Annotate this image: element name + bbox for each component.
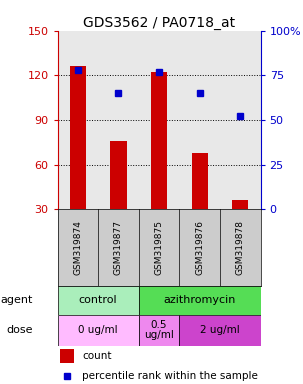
Bar — [110, 141, 127, 209]
Bar — [60, 349, 74, 363]
Bar — [58, 286, 139, 315]
Text: GSM319874: GSM319874 — [73, 220, 82, 275]
Bar — [232, 200, 248, 209]
Bar — [151, 72, 167, 209]
Bar — [70, 66, 86, 209]
Text: GSM319878: GSM319878 — [236, 220, 245, 275]
Text: 0.5
ug/ml: 0.5 ug/ml — [144, 320, 174, 340]
Bar — [58, 315, 139, 346]
Bar — [139, 286, 261, 315]
Text: control: control — [79, 295, 118, 306]
Text: GSM319875: GSM319875 — [155, 220, 164, 275]
Bar — [179, 315, 261, 346]
Text: azithromycin: azithromycin — [164, 295, 236, 306]
Text: percentile rank within the sample: percentile rank within the sample — [82, 371, 258, 381]
Text: 2 ug/ml: 2 ug/ml — [200, 325, 240, 335]
Text: count: count — [82, 351, 112, 361]
Text: dose: dose — [7, 325, 33, 335]
Text: GSM319877: GSM319877 — [114, 220, 123, 275]
Text: GSM319876: GSM319876 — [195, 220, 204, 275]
Bar — [191, 153, 208, 209]
Bar — [139, 315, 179, 346]
Text: 0 ug/ml: 0 ug/ml — [78, 325, 118, 335]
Text: agent: agent — [1, 295, 33, 306]
Title: GDS3562 / PA0718_at: GDS3562 / PA0718_at — [83, 16, 235, 30]
